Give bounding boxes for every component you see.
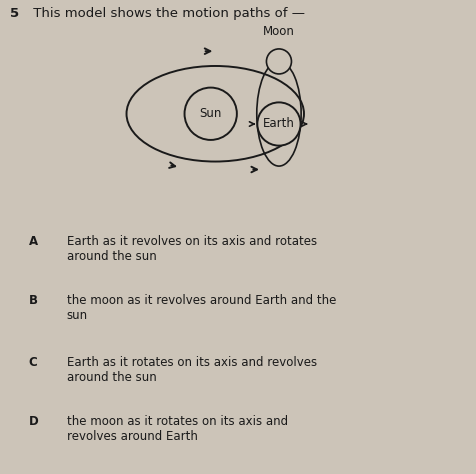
Text: B: B bbox=[29, 294, 38, 307]
Text: Earth as it revolves on its axis and rotates
around the sun: Earth as it revolves on its axis and rot… bbox=[67, 235, 317, 263]
Text: D: D bbox=[29, 415, 38, 428]
Text: Moon: Moon bbox=[263, 25, 295, 37]
Text: Earth as it rotates on its axis and revolves
around the sun: Earth as it rotates on its axis and revo… bbox=[67, 356, 317, 383]
Text: This model shows the motion paths of —: This model shows the motion paths of — bbox=[29, 7, 305, 20]
Text: 5: 5 bbox=[10, 7, 19, 20]
Text: Earth: Earth bbox=[263, 118, 295, 130]
Text: C: C bbox=[29, 356, 37, 369]
Text: Sun: Sun bbox=[199, 107, 222, 120]
Circle shape bbox=[258, 102, 300, 146]
Text: the moon as it revolves around Earth and the
sun: the moon as it revolves around Earth and… bbox=[67, 294, 336, 322]
Text: the moon as it rotates on its axis and
revolves around Earth: the moon as it rotates on its axis and r… bbox=[67, 415, 288, 443]
Circle shape bbox=[267, 49, 291, 74]
Text: A: A bbox=[29, 235, 38, 248]
